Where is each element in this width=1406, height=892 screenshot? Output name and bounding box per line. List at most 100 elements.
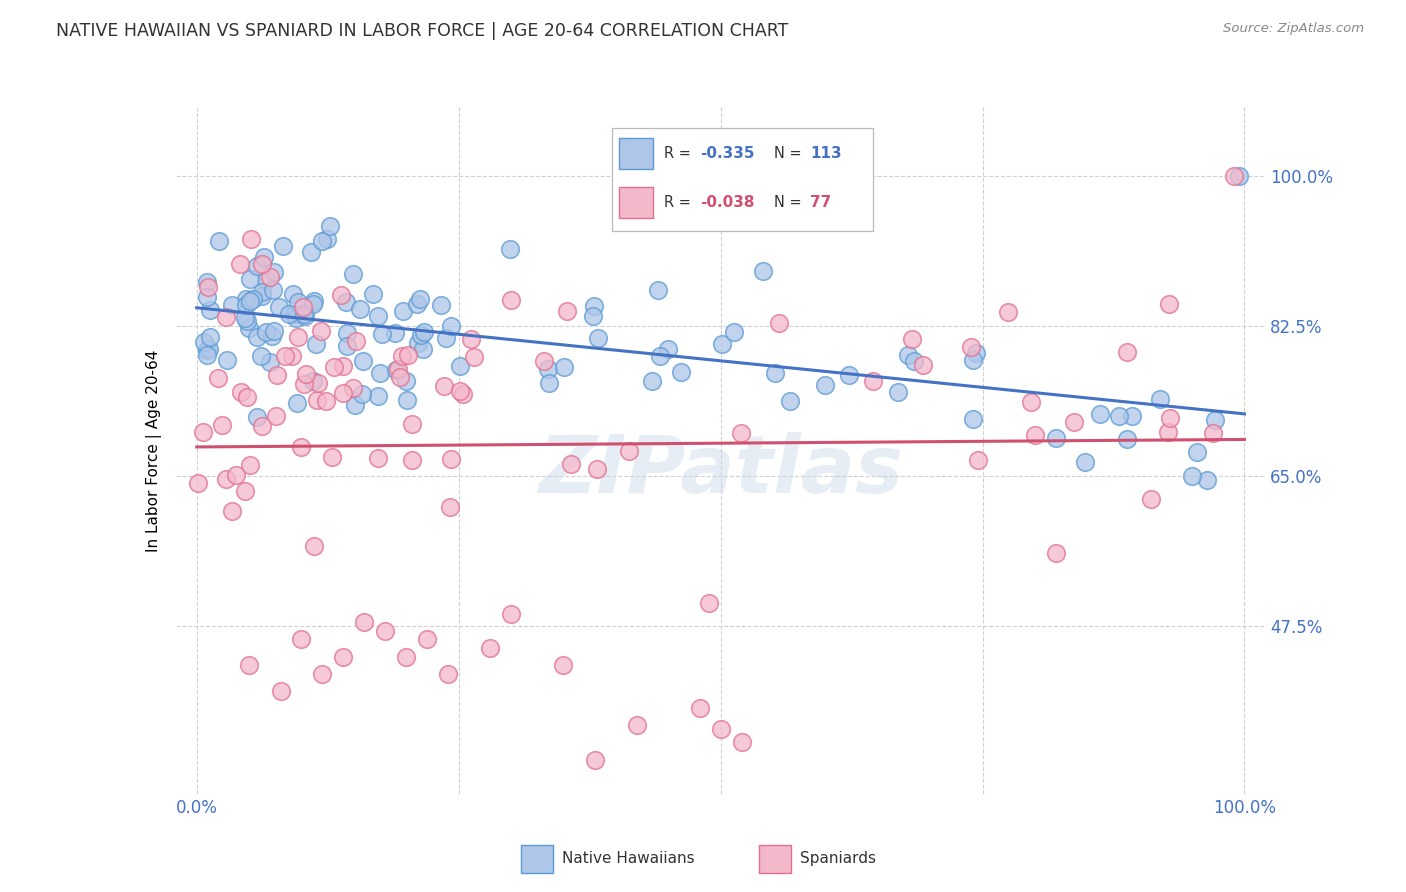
Point (246, 409, 269, 424)
Text: Source: ZipAtlas.com: Source: ZipAtlas.com (1223, 22, 1364, 36)
Point (965, 346, 987, 360)
Point (1088, 407, 1111, 421)
Point (195, 348, 218, 362)
Point (193, 425, 215, 440)
Point (1159, 411, 1181, 425)
Point (233, 483, 256, 498)
Point (1045, 431, 1067, 445)
Point (1197, 473, 1219, 487)
Text: N =: N = (773, 195, 806, 211)
Point (533, 353, 555, 368)
Point (768, 316, 790, 330)
Point (250, 289, 273, 303)
Point (1185, 445, 1208, 459)
Point (229, 257, 252, 271)
Point (1108, 409, 1130, 424)
Point (368, 366, 391, 380)
Point (208, 234, 231, 248)
Point (1116, 432, 1139, 446)
Point (287, 330, 309, 344)
Point (231, 385, 253, 400)
Point (439, 500, 461, 514)
Point (285, 396, 308, 410)
Point (997, 305, 1019, 319)
Point (299, 245, 322, 260)
Point (200, 303, 222, 318)
Point (281, 287, 304, 301)
Point (1045, 546, 1067, 561)
Point (350, 387, 373, 401)
Point (266, 409, 288, 423)
Point (349, 301, 371, 316)
Text: Spaniards: Spaniards (800, 851, 876, 866)
Point (311, 666, 333, 681)
Point (238, 321, 260, 335)
Point (332, 649, 354, 664)
Point (1024, 427, 1046, 442)
Point (267, 300, 290, 314)
Point (246, 330, 269, 344)
Point (342, 381, 364, 395)
Point (640, 374, 662, 388)
Point (225, 468, 247, 483)
Point (711, 337, 734, 351)
Point (259, 355, 281, 369)
Y-axis label: In Labor Force | Age 20-64: In Labor Force | Age 20-64 (146, 350, 162, 551)
Point (560, 457, 582, 471)
Point (391, 303, 413, 318)
Text: -0.335: -0.335 (700, 146, 755, 161)
Point (412, 342, 434, 356)
Point (499, 607, 522, 621)
Point (263, 324, 285, 338)
Point (254, 273, 277, 287)
Point (583, 753, 606, 767)
Point (1019, 394, 1042, 409)
Point (1063, 415, 1085, 429)
Point (290, 440, 312, 454)
Point (239, 294, 262, 309)
Point (723, 325, 745, 339)
Point (294, 309, 316, 323)
Point (284, 307, 307, 321)
Point (449, 359, 471, 373)
Point (361, 286, 384, 301)
Text: 113: 113 (810, 146, 842, 161)
Point (250, 257, 273, 271)
Point (259, 270, 281, 285)
Point (626, 718, 648, 732)
Point (409, 328, 432, 343)
Point (353, 615, 375, 630)
Point (321, 450, 343, 465)
Point (433, 379, 456, 393)
Point (440, 319, 463, 334)
Point (499, 293, 522, 307)
Point (221, 297, 243, 311)
Point (553, 658, 575, 673)
Point (962, 412, 984, 426)
Point (239, 232, 262, 246)
Point (291, 300, 314, 314)
Text: 77: 77 (810, 195, 831, 211)
FancyBboxPatch shape (620, 187, 654, 219)
Text: Native Hawaiians: Native Hawaiians (562, 851, 695, 866)
Point (897, 348, 920, 362)
Point (193, 335, 215, 350)
Point (318, 219, 340, 233)
Point (449, 384, 471, 398)
Point (335, 295, 357, 310)
Point (387, 362, 409, 376)
Point (395, 375, 418, 389)
Point (752, 263, 775, 277)
Point (406, 336, 429, 351)
Point (195, 275, 218, 289)
Point (290, 632, 312, 647)
Point (730, 426, 752, 441)
Point (238, 658, 260, 673)
Point (187, 476, 209, 491)
Point (285, 311, 308, 326)
Point (221, 504, 243, 518)
Point (367, 389, 389, 403)
Point (236, 390, 259, 404)
Point (1157, 297, 1180, 311)
Point (266, 368, 288, 382)
